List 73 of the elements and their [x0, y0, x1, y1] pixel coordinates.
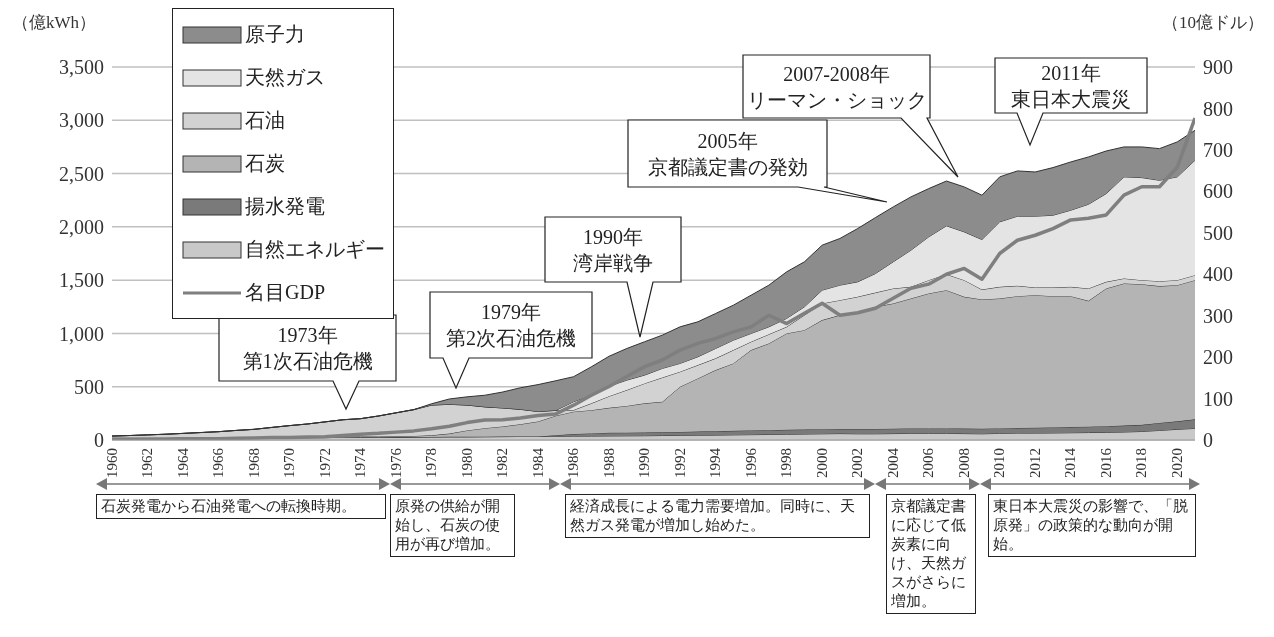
y2-tick-label: 0 [1203, 429, 1213, 452]
y-tick-label: 2,500 [59, 162, 104, 185]
y-tick-label: 3,500 [59, 56, 104, 79]
annotation: 2007-2008年リーマン・ショック [746, 62, 927, 111]
x-tick-label: 1976 [387, 447, 404, 478]
legend-label: 名目GDP [245, 280, 326, 305]
text: 京都議定書に応じて低炭素に向け、天然ガスがさらに増加。 [886, 494, 976, 614]
x-tick-label: 2000 [813, 448, 830, 478]
x-tick-label: 1986 [565, 447, 582, 478]
annotation: 1979年第2次石油危機 [446, 301, 576, 349]
annotation: 1990年湾岸戦争 [573, 225, 653, 274]
text: 東日本大震災の影響で、「脱原発」の政策的な動向が開始。 [988, 494, 1196, 557]
y2-axis-title: （10億ドル） [1162, 13, 1264, 32]
y-tick-label: 1,000 [59, 322, 104, 345]
y2-tick-label: 700 [1203, 138, 1233, 161]
y2-tick-label: 200 [1203, 346, 1233, 369]
y2-tick-label: 100 [1203, 387, 1233, 410]
y2-tick-label: 400 [1203, 263, 1233, 286]
x-tick-label: 1966 [210, 447, 227, 478]
x-tick-label: 2014 [1062, 447, 1079, 478]
x-tick-label: 1974 [352, 447, 369, 478]
y2-tick-label: 300 [1203, 304, 1233, 327]
legend-label: 自然エネルギー [245, 237, 385, 262]
y-tick-label: 1,500 [59, 269, 104, 292]
text: 経済成長による電力需要増加。同時に、天然ガス発電が増加し始めた。 [565, 494, 870, 538]
legend-label: 揚水発電 [245, 194, 325, 219]
y-tick-label: 2,000 [59, 215, 104, 238]
y-axis-title: （億kWh） [11, 13, 96, 32]
legend-label: 天然ガス [245, 65, 325, 90]
y2-tick-label: 500 [1203, 221, 1233, 244]
callout-box: 2005年京都議定書の発効 [627, 119, 888, 203]
x-tick-label: 2006 [920, 447, 937, 478]
x-tick-label: 1994 [707, 447, 724, 478]
annotation: 1973年第1次石油危機 [242, 324, 373, 372]
y-tick-label: 500 [74, 375, 104, 398]
x-tick-label: 1978 [423, 448, 440, 478]
x-tick-label: 1996 [742, 447, 759, 478]
annotation: 2005年京都議定書の発効 [647, 129, 808, 178]
x-tick-label: 1960 [103, 448, 120, 478]
legend-label: 原子力 [245, 22, 305, 47]
x-tick-label: 1998 [778, 448, 795, 478]
legend-label: 石炭 [245, 151, 285, 176]
callout-box: 1979年第2次石油危機 [429, 291, 593, 390]
x-tick-label: 1980 [458, 448, 475, 478]
x-tick-label: 2002 [849, 448, 866, 478]
legend-label: 石油 [245, 108, 285, 133]
x-tick-label: 2016 [1097, 447, 1114, 478]
x-tick-label: 1962 [139, 448, 156, 478]
y2-tick-label: 900 [1203, 56, 1233, 79]
y-tick-label: 0 [94, 429, 104, 452]
x-tick-label: 2020 [1168, 448, 1185, 478]
text: 原発の供給が開始し、石炭の使用が再び増加。 [390, 494, 515, 557]
x-tick-label: 1990 [636, 448, 653, 478]
y-tick-label: 3,000 [59, 109, 104, 132]
x-tick-label: 1972 [316, 448, 333, 478]
x-tick-label: 2012 [1026, 448, 1043, 478]
x-tick-label: 2004 [884, 447, 901, 478]
y2-tick-label: 600 [1203, 180, 1233, 203]
callout-box: 1973年第1次石油危機 [218, 314, 397, 411]
callout-box: 2011年東日本大震災 [994, 57, 1148, 147]
x-tick-label: 1982 [494, 448, 511, 478]
x-tick-label: 1988 [600, 448, 617, 478]
x-tick-label: 2018 [1133, 448, 1150, 478]
y2-tick-label: 800 [1203, 97, 1233, 120]
x-tick-label: 1992 [671, 448, 688, 478]
x-tick-label: 2008 [955, 448, 972, 478]
annotation: 2011年東日本大震災 [1011, 61, 1131, 110]
x-tick-label: 1964 [174, 447, 191, 478]
x-tick-label: 1984 [529, 447, 546, 478]
x-tick-label: 1968 [245, 448, 262, 478]
text: 石炭発電から石油発電への転換時期。 [96, 494, 386, 519]
x-tick-label: 1970 [281, 448, 298, 478]
x-tick-label: 2010 [991, 448, 1008, 478]
